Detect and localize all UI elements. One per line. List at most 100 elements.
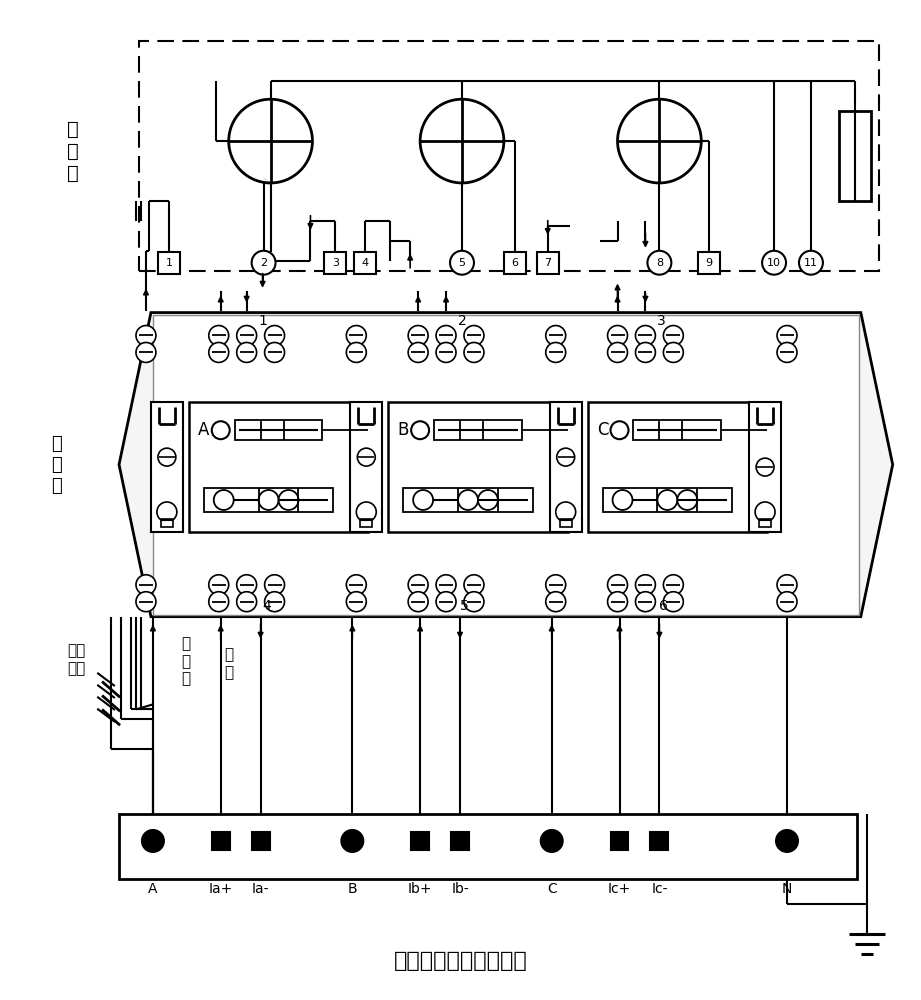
Circle shape <box>458 490 478 510</box>
Circle shape <box>464 592 484 612</box>
Bar <box>698 252 720 274</box>
Circle shape <box>346 342 367 362</box>
Circle shape <box>541 830 563 852</box>
Text: 10: 10 <box>767 258 781 268</box>
Bar <box>350 402 382 532</box>
Text: B: B <box>398 421 409 439</box>
Text: 电
能
表: 电 能 表 <box>67 120 79 183</box>
Circle shape <box>408 326 428 345</box>
Bar <box>360 519 372 527</box>
Circle shape <box>237 575 257 595</box>
Circle shape <box>777 592 797 612</box>
Circle shape <box>259 490 278 510</box>
Bar <box>451 832 469 850</box>
Text: 1: 1 <box>166 258 172 268</box>
Bar <box>550 402 582 532</box>
Circle shape <box>617 99 701 183</box>
Circle shape <box>436 592 456 612</box>
Circle shape <box>612 490 633 510</box>
Circle shape <box>556 448 575 466</box>
Circle shape <box>777 575 797 595</box>
Circle shape <box>264 326 285 345</box>
Text: C: C <box>597 421 608 439</box>
Bar <box>161 519 173 527</box>
Circle shape <box>635 592 656 612</box>
Bar <box>119 814 857 879</box>
Circle shape <box>408 575 428 595</box>
Circle shape <box>478 490 498 510</box>
Circle shape <box>436 326 456 345</box>
Circle shape <box>237 592 257 612</box>
Circle shape <box>209 342 228 362</box>
Bar <box>251 832 270 850</box>
Text: 现场综合检测采集装置: 现场综合检测采集装置 <box>394 951 528 971</box>
Text: Ib-: Ib- <box>451 882 469 896</box>
Bar <box>504 252 526 274</box>
Circle shape <box>611 421 628 439</box>
Bar <box>324 252 346 274</box>
Text: 电压
回路: 电压 回路 <box>67 643 86 676</box>
Circle shape <box>278 490 298 510</box>
Circle shape <box>799 251 822 275</box>
Text: 7: 7 <box>544 258 552 268</box>
Circle shape <box>157 448 176 466</box>
Circle shape <box>408 592 428 612</box>
Bar <box>634 420 721 440</box>
Circle shape <box>635 326 656 345</box>
Circle shape <box>608 326 627 345</box>
Bar <box>560 519 572 527</box>
Circle shape <box>346 592 367 612</box>
Circle shape <box>546 592 565 612</box>
Circle shape <box>264 592 285 612</box>
Bar <box>139 41 879 271</box>
Circle shape <box>635 342 656 362</box>
Bar <box>602 488 732 512</box>
Circle shape <box>464 575 484 595</box>
Circle shape <box>436 342 456 362</box>
Circle shape <box>142 830 164 852</box>
Circle shape <box>214 490 234 510</box>
Text: 5: 5 <box>460 599 469 613</box>
Bar <box>189 402 368 532</box>
Circle shape <box>762 251 786 275</box>
Circle shape <box>608 342 627 362</box>
Circle shape <box>677 490 697 510</box>
Circle shape <box>658 490 677 510</box>
Circle shape <box>464 326 484 345</box>
Text: 6: 6 <box>511 258 519 268</box>
Circle shape <box>546 342 565 362</box>
Circle shape <box>635 575 656 595</box>
Text: 2: 2 <box>260 258 267 268</box>
Circle shape <box>777 342 797 362</box>
Circle shape <box>209 592 228 612</box>
Circle shape <box>408 342 428 362</box>
Circle shape <box>647 251 671 275</box>
Circle shape <box>264 342 285 362</box>
Text: C: C <box>547 882 556 896</box>
Circle shape <box>663 342 683 362</box>
Circle shape <box>209 326 228 345</box>
Circle shape <box>608 592 627 612</box>
Circle shape <box>414 490 433 510</box>
Text: Ic+: Ic+ <box>608 882 631 896</box>
Circle shape <box>546 326 565 345</box>
Text: Ic-: Ic- <box>651 882 668 896</box>
Bar <box>650 832 669 850</box>
Bar <box>153 315 858 615</box>
Bar <box>389 402 567 532</box>
Bar <box>403 488 532 512</box>
Text: 5: 5 <box>459 258 465 268</box>
Circle shape <box>663 326 683 345</box>
Bar <box>212 832 229 850</box>
Bar <box>235 420 322 440</box>
Bar <box>434 420 522 440</box>
Circle shape <box>464 342 484 362</box>
Text: 2: 2 <box>458 314 466 328</box>
Text: 3: 3 <box>657 314 666 328</box>
Bar <box>537 252 559 274</box>
Text: 4: 4 <box>362 258 368 268</box>
Text: Ib+: Ib+ <box>408 882 432 896</box>
Circle shape <box>436 575 456 595</box>
Circle shape <box>136 342 156 362</box>
Circle shape <box>212 421 229 439</box>
